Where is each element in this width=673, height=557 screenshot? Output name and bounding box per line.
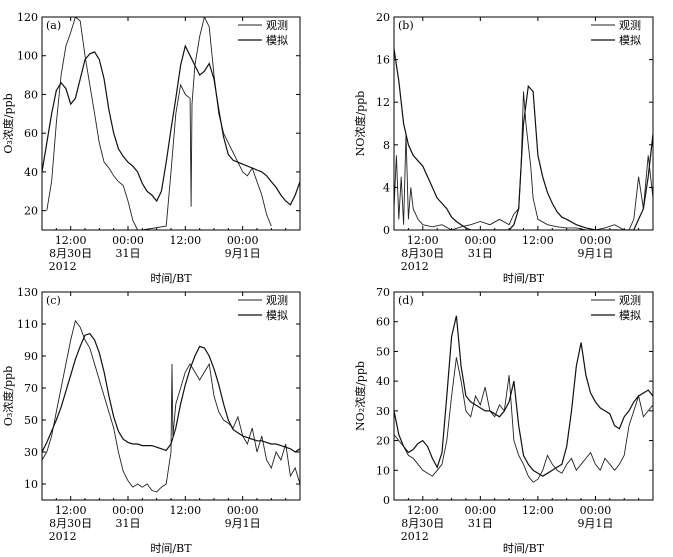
- y-tick-label: 100: [17, 50, 38, 63]
- x-tick-date-label: 31日: [116, 517, 141, 530]
- x-tick-date-label: 31日: [116, 247, 141, 260]
- y-tick-label: 110: [17, 318, 38, 331]
- x-tick-date-label: 9月1日: [577, 247, 613, 260]
- x-axis-label: 时间/BT: [150, 272, 192, 285]
- x-tick-label: 00:00: [227, 234, 259, 247]
- series-line-simulated: [394, 48, 653, 230]
- y-tick-label: 4: [383, 181, 390, 194]
- x-tick-year-label: 2012: [401, 530, 429, 543]
- series-line-observed: [394, 357, 653, 483]
- x-tick-label: 00:00: [464, 234, 496, 247]
- panel-label: (c): [46, 294, 61, 307]
- legend-label: 模拟: [266, 308, 288, 322]
- series-line-observed: [46, 17, 272, 230]
- x-axis-label: 时间/BT: [150, 542, 192, 555]
- y-tick-label: 70: [376, 286, 390, 299]
- y-axis-label: NO浓度/ppb: [353, 91, 367, 156]
- x-axis-label: 时间/BT: [503, 542, 545, 555]
- y-tick-label: 0: [383, 224, 390, 237]
- x-tick-date-label: 31日: [468, 247, 493, 260]
- legend-label: 观测: [266, 294, 288, 307]
- x-tick-date-label: 9月1日: [577, 517, 613, 530]
- y-axis-label: O₃浓度/ppb: [1, 93, 15, 153]
- x-tick-label: 00:00: [112, 504, 144, 517]
- plot-frame: [393, 291, 654, 501]
- y-tick-label: 20: [24, 205, 38, 218]
- y-tick-label: 16: [376, 54, 390, 67]
- y-tick-label: 20: [376, 435, 390, 448]
- x-tick-label: 12:00: [407, 504, 439, 517]
- chart-panel-c: 103050709011013012:008月30日201200:0031日12…: [1, 286, 301, 555]
- y-tick-label: 40: [24, 166, 38, 179]
- plot-frame: [41, 16, 301, 231]
- y-tick-label: 0: [383, 494, 390, 507]
- y-tick-label: 70: [24, 382, 38, 395]
- x-tick-label: 12:00: [169, 504, 201, 517]
- legend-label: 模拟: [619, 33, 641, 47]
- x-tick-date-label: 8月30日: [401, 247, 444, 260]
- y-tick-label: 50: [376, 345, 390, 358]
- x-tick-label: 12:00: [169, 234, 201, 247]
- panel-label: (a): [46, 19, 61, 32]
- x-tick-year-label: 2012: [401, 260, 429, 273]
- x-tick-year-label: 2012: [49, 530, 77, 543]
- y-tick-label: 120: [17, 11, 38, 24]
- chart-panel-d: 01020304050607012:008月30日201200:0031日12:…: [353, 286, 654, 555]
- y-tick-label: 80: [24, 88, 38, 101]
- y-tick-label: 130: [17, 286, 38, 299]
- x-tick-date-label: 9月1日: [225, 517, 261, 530]
- x-tick-date-label: 8月30日: [49, 517, 92, 530]
- legend-label: 模拟: [266, 33, 288, 47]
- series-line-simulated: [394, 315, 653, 477]
- x-tick-label: 00:00: [112, 234, 144, 247]
- y-axis-label: NO₂浓度/ppb: [353, 361, 367, 431]
- y-tick-label: 30: [24, 446, 38, 459]
- y-tick-label: 10: [376, 464, 390, 477]
- x-tick-label: 12:00: [55, 504, 87, 517]
- legend-label: 观测: [619, 294, 641, 307]
- y-tick-label: 50: [24, 414, 38, 427]
- x-tick-label: 12:00: [522, 234, 554, 247]
- series-line-simulated: [42, 332, 300, 453]
- x-tick-date-label: 31日: [468, 517, 493, 530]
- x-tick-label: 00:00: [580, 504, 612, 517]
- x-axis-label: 时间/BT: [503, 272, 545, 285]
- y-tick-label: 12: [376, 96, 390, 109]
- y-tick-label: 60: [376, 316, 390, 329]
- legend-label: 观测: [619, 19, 641, 32]
- panel-label: (b): [398, 19, 414, 32]
- panel-label: (d): [398, 294, 414, 307]
- x-tick-date-label: 8月30日: [49, 247, 92, 260]
- y-tick-label: 60: [24, 127, 38, 140]
- plot-frame: [41, 291, 301, 501]
- chart-panel-a: 2040608010012012:008月30日201200:0031日12:0…: [1, 11, 301, 285]
- legend-label: 模拟: [619, 308, 641, 322]
- x-tick-label: 12:00: [407, 234, 439, 247]
- y-tick-label: 30: [376, 405, 390, 418]
- x-tick-year-label: 2012: [49, 260, 77, 273]
- x-tick-label: 12:00: [55, 234, 87, 247]
- series-line-simulated: [42, 44, 300, 206]
- y-tick-label: 40: [376, 375, 390, 388]
- y-tick-label: 20: [376, 11, 390, 24]
- x-tick-label: 00:00: [227, 504, 259, 517]
- y-axis-label: O₃浓度/ppb: [1, 366, 15, 426]
- legend-label: 观测: [266, 19, 288, 32]
- x-tick-date-label: 9月1日: [225, 247, 261, 260]
- series-line-observed: [394, 91, 653, 230]
- x-tick-label: 00:00: [580, 234, 612, 247]
- y-tick-label: 90: [24, 350, 38, 363]
- x-tick-date-label: 8月30日: [401, 517, 444, 530]
- x-tick-label: 00:00: [464, 504, 496, 517]
- y-tick-label: 10: [24, 478, 38, 491]
- series-line-observed: [42, 319, 300, 493]
- y-tick-label: 8: [383, 139, 390, 152]
- x-tick-label: 12:00: [522, 504, 554, 517]
